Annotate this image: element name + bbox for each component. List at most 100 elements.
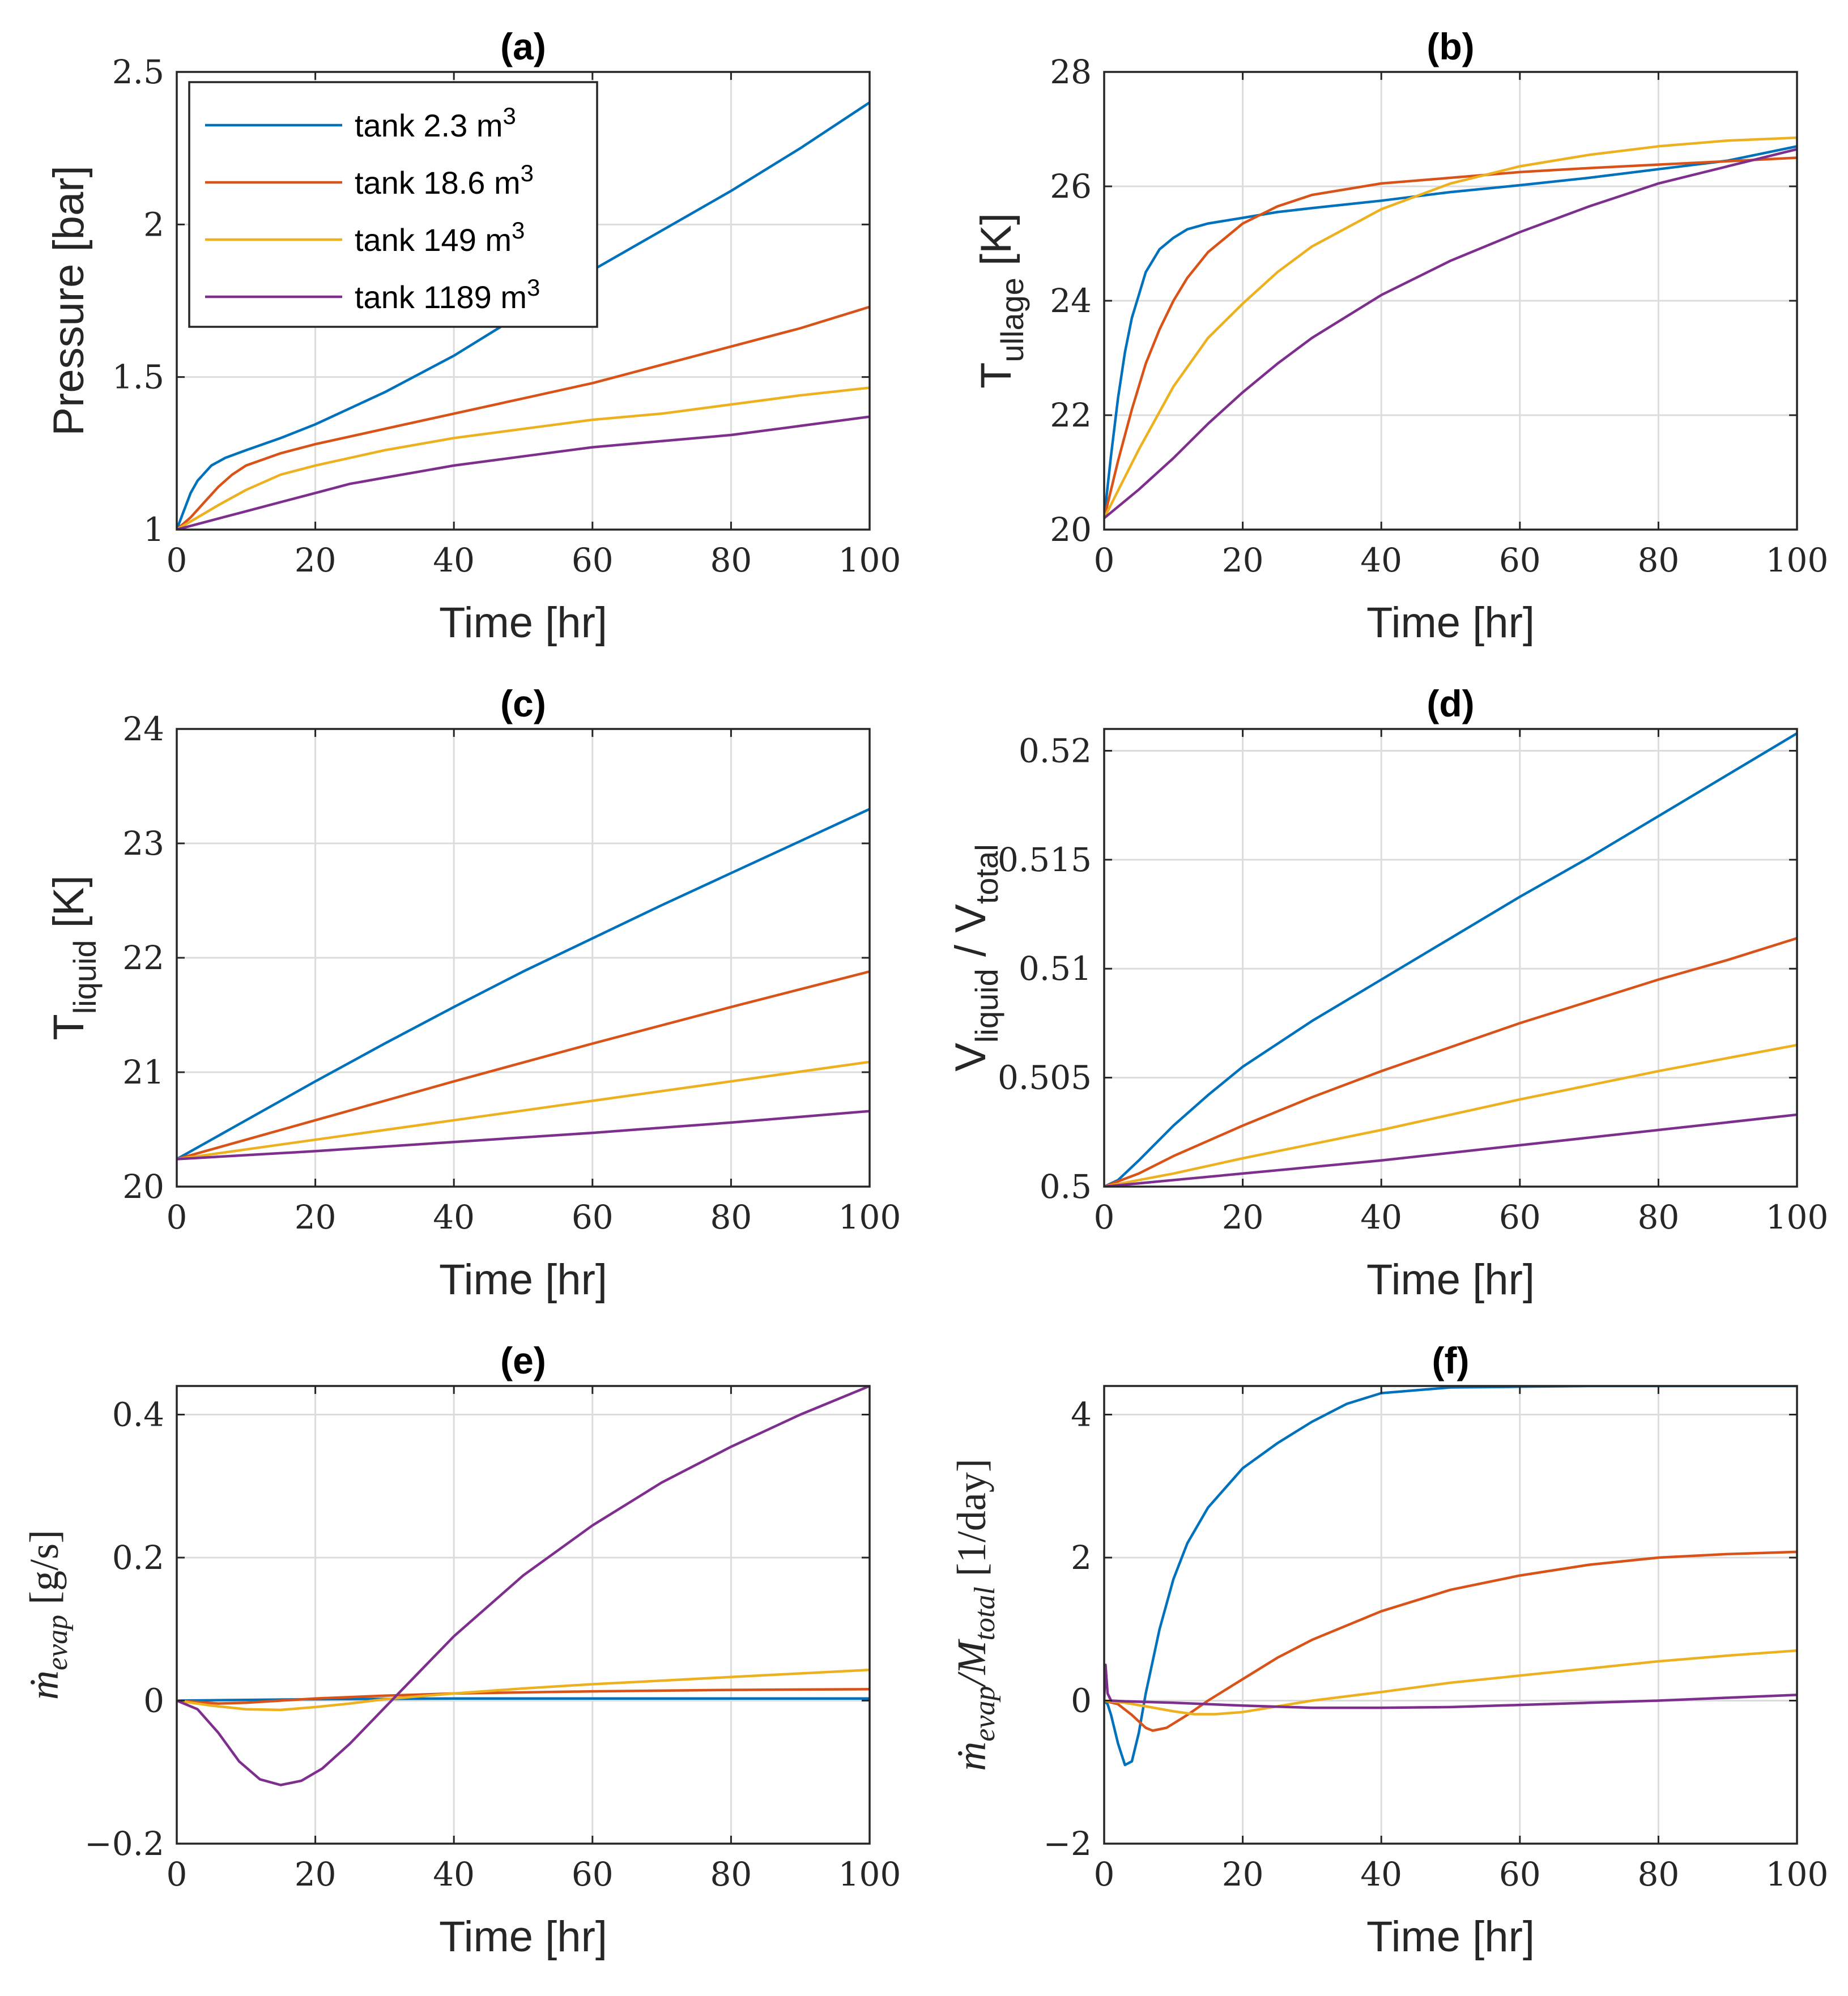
panel-title: (a) [500, 25, 546, 67]
legend-label-1: tank 2.3 m3 [355, 103, 516, 143]
x-tick-label: 60 [572, 541, 614, 579]
series-line-3 [177, 1668, 870, 1712]
y-tick-label: 22 [122, 939, 164, 977]
x-tick-label: 80 [710, 541, 752, 579]
axes-background [177, 1386, 870, 1844]
x-tick-label: 60 [1499, 1855, 1541, 1893]
x-axis-label: Time [hr] [1366, 1913, 1535, 1961]
y-tick-label: 21 [122, 1053, 164, 1091]
x-axis-label: Time [hr] [439, 599, 607, 647]
legend-label-2: tank 18.6 m3 [355, 160, 534, 201]
axes-frame [1103, 728, 1798, 1188]
series-line-4 [177, 415, 870, 530]
y-tick-label: 0.515 [998, 841, 1092, 879]
x-tick-label: 20 [1222, 1855, 1264, 1893]
series-line-2 [177, 305, 870, 530]
y-tick-label: 1 [143, 510, 164, 549]
y-tick-label: 2.5 [112, 53, 164, 91]
y-tick-label: 0 [1071, 1682, 1092, 1720]
y-tick-label: 20 [122, 1167, 164, 1206]
x-tick-label: 40 [1360, 1855, 1402, 1893]
panel-title: (e) [500, 1340, 546, 1381]
x-tick-label: 0 [1094, 1855, 1115, 1893]
y-axis-label: Tullage [K] [972, 213, 1030, 389]
axes-background [1104, 1386, 1797, 1844]
x-tick-label: 100 [838, 541, 901, 579]
x-tick-label: 40 [1360, 1198, 1402, 1236]
x-axis-label: Time [hr] [439, 1913, 607, 1961]
series-line-2 [177, 970, 870, 1161]
series-line-2 [1104, 937, 1797, 1187]
axes-frame [176, 71, 871, 531]
series-line-3 [1104, 1649, 1797, 1716]
series-line-1 [177, 808, 870, 1161]
legend-box [188, 81, 598, 328]
legend-label-4: tank 1189 m3 [355, 274, 540, 315]
y-axis-label: ṁevap/Mtotal [1/day] [949, 1458, 1001, 1771]
y-tick-label: 28 [1050, 53, 1092, 91]
axes-frame [176, 1385, 871, 1845]
x-tick-label: 40 [433, 1198, 475, 1236]
y-tick-label: 0.51 [1019, 949, 1092, 988]
axes-background [1104, 729, 1797, 1187]
panel-d: 0 20 40 60 80 100 0.5 0.505 0.51 0.515 0.52 (d) Time… [947, 683, 1828, 1304]
x-tick-label: 100 [1766, 1855, 1829, 1893]
y-tick-label: 0.4 [112, 1396, 164, 1434]
x-tick-label: 80 [1637, 1855, 1679, 1893]
axes-frame [1103, 1385, 1798, 1845]
x-tick-label: 60 [572, 1855, 614, 1893]
x-tick-label: 0 [1094, 541, 1115, 579]
y-tick-label: 4 [1071, 1396, 1092, 1434]
y-tick-label: 20 [1050, 510, 1092, 549]
y-tick-label: 22 [1050, 396, 1092, 434]
x-tick-label: 60 [1499, 1198, 1541, 1236]
x-tick-label: 0 [1094, 1198, 1115, 1236]
series-line-4 [177, 1110, 870, 1161]
x-tick-label: 0 [167, 541, 188, 579]
y-tick-label: 26 [1050, 167, 1092, 206]
y-tick-label: 2 [1071, 1538, 1092, 1577]
legend-label-3: tank 149 m3 [355, 217, 525, 258]
series-line-1 [1104, 732, 1797, 1187]
x-tick-label: 0 [167, 1198, 188, 1236]
y-tick-label: −0.2 [84, 1824, 164, 1863]
y-axis-label: Tliquid [K] [45, 875, 103, 1040]
x-tick-label: 40 [433, 1855, 475, 1893]
x-tick-label: 40 [433, 541, 475, 579]
y-tick-label: 1.5 [112, 358, 164, 396]
x-axis-label: Time [hr] [1366, 1256, 1535, 1304]
x-axis-label: Time [hr] [1366, 599, 1535, 647]
x-tick-label: 100 [1766, 1198, 1829, 1236]
x-tick-label: 100 [838, 1198, 901, 1236]
series-line-4 [1104, 1113, 1797, 1187]
series-line-4 [177, 1386, 870, 1786]
y-tick-label: 24 [122, 710, 164, 748]
x-tick-label: 20 [1222, 541, 1264, 579]
y-tick-label: −2 [1044, 1824, 1092, 1863]
x-tick-label: 100 [838, 1855, 901, 1893]
y-axis-label: Vliquid / Vtotal [947, 844, 1004, 1071]
y-tick-label: 0.52 [1019, 731, 1092, 770]
panel-title: (b) [1427, 25, 1474, 67]
series-line-3 [177, 1060, 870, 1161]
series-line-1 [177, 101, 870, 530]
y-tick-label: 0.5 [1040, 1167, 1092, 1206]
x-axis-label: Time [hr] [439, 1256, 607, 1304]
panel-title: (d) [1427, 683, 1474, 724]
legend: tank 2.3 m3 tank 18.6 m3 tank 149 m3 tank 1… [188, 81, 598, 328]
series-line-4 [1104, 1664, 1797, 1709]
x-tick-label: 60 [1499, 541, 1541, 579]
series-line-3 [1104, 1043, 1797, 1187]
series-line-1 [1104, 145, 1797, 520]
y-tick-label: 2 [143, 205, 164, 244]
series-line-4 [1104, 148, 1797, 520]
x-tick-label: 80 [1637, 1198, 1679, 1236]
series-line-3 [1104, 136, 1797, 520]
x-tick-label: 80 [1637, 541, 1679, 579]
series-line-2 [177, 1688, 870, 1705]
x-tick-label: 20 [295, 1198, 337, 1236]
